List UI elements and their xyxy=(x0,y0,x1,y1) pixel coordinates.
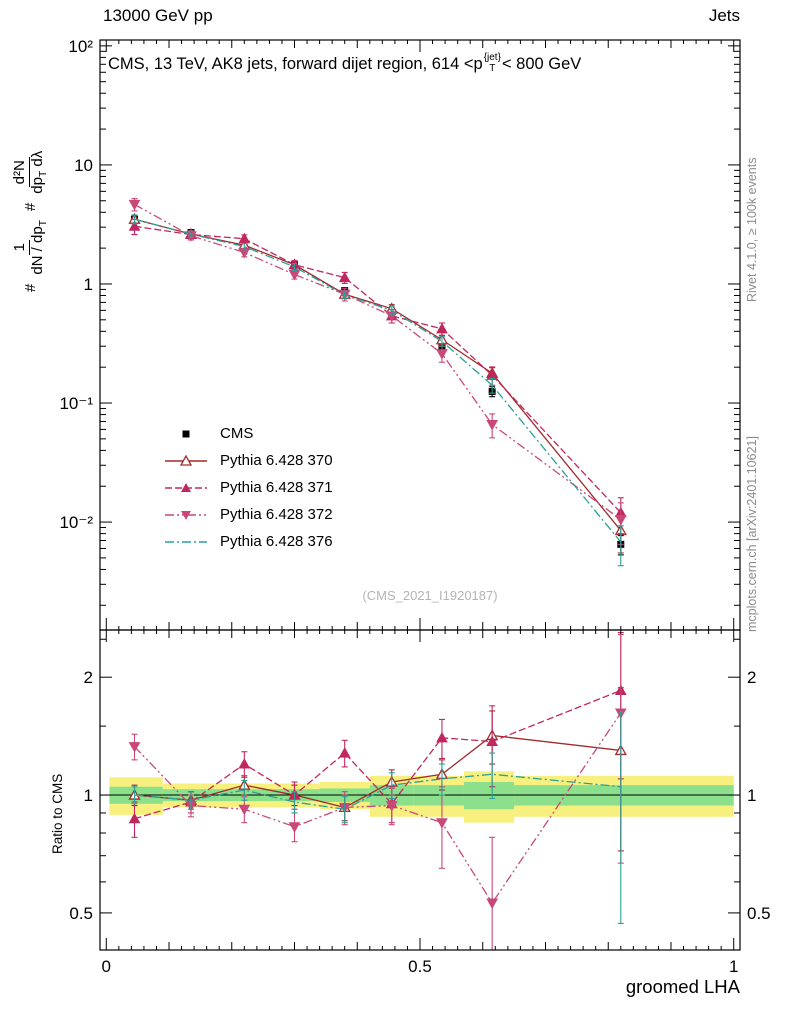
svg-text:10: 10 xyxy=(74,156,93,175)
svg-text:10²: 10² xyxy=(68,37,93,56)
beam-energy-label: 13000 GeV pp xyxy=(103,6,213,25)
legend-item: Pythia 6.428 376 xyxy=(163,528,333,555)
plot-title-text: CMS, 13 TeV, AK8 jets, forward dijet reg… xyxy=(108,54,483,73)
legend-item-label: Pythia 6.428 371 xyxy=(220,479,333,496)
normalization-fraction: 1 dN / dpT xyxy=(11,220,49,275)
ratio-y-axis-label: Ratio to CMS xyxy=(50,773,65,854)
pt-superscript: {jet} xyxy=(483,52,501,63)
mcplots-reference-label: mcplots.cern.ch [arXiv:2401.10621] xyxy=(745,436,759,632)
svg-text:1: 1 xyxy=(84,786,93,805)
legend-marker-icon xyxy=(165,482,207,492)
fraction-numerator: 1 xyxy=(11,240,30,255)
legend-item: Pythia 6.428 370 xyxy=(163,447,333,474)
svg-text:2: 2 xyxy=(747,668,756,687)
observable-fraction: d²N dpT dλ xyxy=(11,150,49,194)
svg-text:10⁻¹: 10⁻¹ xyxy=(59,394,93,413)
rivet-version-label: Rivet 4.1.0, ≥ 100k events xyxy=(745,157,759,302)
legend-marker-icon xyxy=(165,510,207,520)
svg-text:0.5: 0.5 xyxy=(747,904,771,923)
legend-item-label: CMS xyxy=(220,425,254,442)
svg-text:0.5: 0.5 xyxy=(69,904,93,923)
svg-text:1: 1 xyxy=(747,786,756,805)
plot-title-tail: < 800 GeV xyxy=(501,54,582,73)
legend-item-label: Pythia 6.428 372 xyxy=(220,506,333,523)
legend-item: Pythia 6.428 372 xyxy=(163,501,333,528)
analysis-group-label: Jets xyxy=(708,6,740,25)
legend-item-label: Pythia 6.428 370 xyxy=(220,452,333,469)
fraction-numerator: d²N xyxy=(11,157,30,188)
legend-marker-icon xyxy=(165,454,207,466)
svg-text:2: 2 xyxy=(84,668,93,687)
hash-symbol: # xyxy=(21,202,39,212)
legend-marker-icon xyxy=(182,430,190,437)
main-y-axis-label: # 1 dN / dpT # d²N dpT dλ xyxy=(11,40,49,292)
legend-marker-icon xyxy=(165,540,207,543)
plot-title: CMS, 13 TeV, AK8 jets, forward dijet reg… xyxy=(108,52,582,75)
hash-symbol: # xyxy=(21,283,39,292)
svg-text:0.5: 0.5 xyxy=(408,957,432,976)
svg-text:1: 1 xyxy=(84,275,93,294)
svg-text:0: 0 xyxy=(102,957,111,976)
analysis-id-watermark: (CMS_2021_I1920187) xyxy=(362,588,498,603)
legend-item-label: Pythia 6.428 376 xyxy=(220,533,333,550)
pt-subscript: T xyxy=(489,62,496,74)
legend-item: CMS xyxy=(163,420,333,447)
fraction-denominator: dpT dλ xyxy=(28,150,49,194)
svg-text:10⁻²: 10⁻² xyxy=(59,513,93,532)
pt-superscript-subscript: {jet} T xyxy=(483,52,501,74)
legend: CMS Pythia 6.428 370 Pythia 6.428 371 Pythi… xyxy=(163,420,333,555)
fraction-denominator: dN / dpT xyxy=(28,220,49,275)
svg-text:1: 1 xyxy=(729,957,738,976)
x-axis-label: groomed LHA xyxy=(625,976,740,997)
legend-item: Pythia 6.428 371 xyxy=(163,474,333,501)
